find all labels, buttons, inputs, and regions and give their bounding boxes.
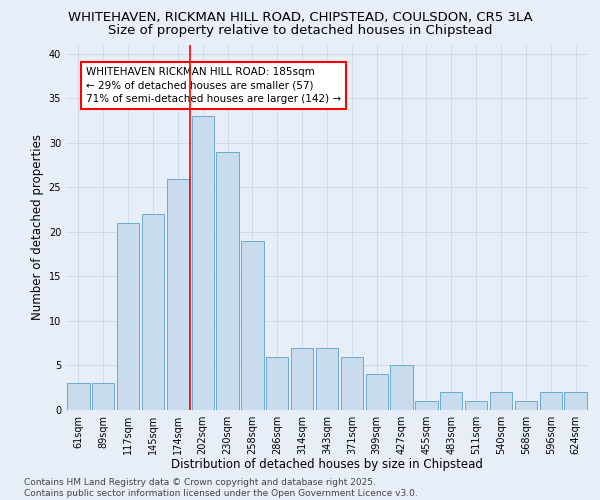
Bar [341,356,363,410]
Bar [490,392,512,410]
Bar [67,384,89,410]
Bar [365,374,388,410]
Text: WHITEHAVEN, RICKMAN HILL ROAD, CHIPSTEAD, COULSDON, CR5 3LA: WHITEHAVEN, RICKMAN HILL ROAD, CHIPSTEAD… [68,11,532,24]
Text: Contains HM Land Registry data © Crown copyright and database right 2025.
Contai: Contains HM Land Registry data © Crown c… [24,478,418,498]
Y-axis label: Number of detached properties: Number of detached properties [31,134,44,320]
Bar [217,152,239,410]
Bar [565,392,587,410]
Bar [266,356,289,410]
Bar [440,392,463,410]
Bar [291,348,313,410]
Bar [391,366,413,410]
Bar [415,401,437,410]
X-axis label: Distribution of detached houses by size in Chipstead: Distribution of detached houses by size … [171,458,483,471]
Bar [465,401,487,410]
Bar [539,392,562,410]
Bar [241,241,263,410]
Text: Size of property relative to detached houses in Chipstead: Size of property relative to detached ho… [108,24,492,37]
Bar [117,223,139,410]
Text: WHITEHAVEN RICKMAN HILL ROAD: 185sqm
← 29% of detached houses are smaller (57)
7: WHITEHAVEN RICKMAN HILL ROAD: 185sqm ← 2… [86,68,341,104]
Bar [316,348,338,410]
Bar [191,116,214,410]
Bar [515,401,537,410]
Bar [92,384,115,410]
Bar [167,178,189,410]
Bar [142,214,164,410]
